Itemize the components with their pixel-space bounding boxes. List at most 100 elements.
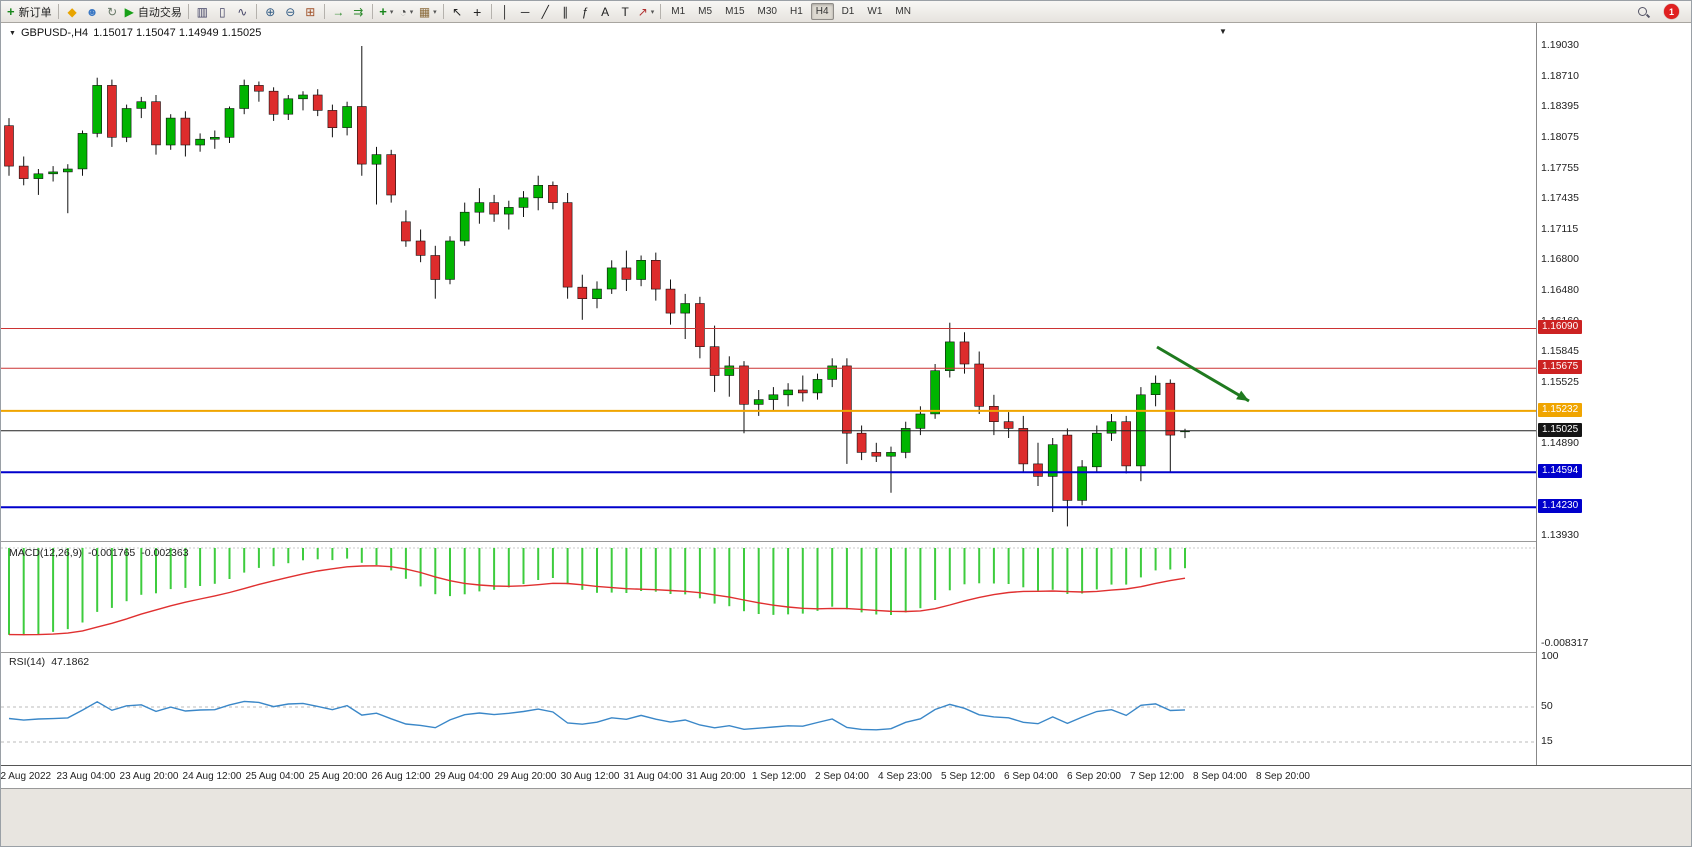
auto-scroll-button[interactable]: →: [329, 3, 348, 21]
timeframe-h1-button[interactable]: H1: [789, 6, 803, 17]
trend-arrow-head: [1236, 390, 1249, 401]
mql5-button[interactable]: ◆: [63, 3, 82, 21]
rsi-axis-label: 50: [1541, 700, 1553, 712]
time-axis[interactable]: 22 Aug 2022 23 Aug 04:00 23 Aug 20:00 24 Au…: [1, 765, 1691, 788]
candle-body: [650, 260, 661, 290]
rsi-header: RSI(14) 47.1862: [9, 656, 89, 668]
bar-chart-button[interactable]: ▥: [193, 3, 212, 21]
chevron-down-icon[interactable]: ▾: [409, 8, 414, 16]
zoom-in-icon: ⊕: [265, 4, 276, 19]
candle-body: [268, 90, 279, 115]
macd-signal-line: [8, 565, 1186, 636]
candle-body: [312, 94, 323, 111]
price-axis[interactable]: 1.19030 1.18710 1.18395 1.18075 1.17755 1.174…: [1536, 23, 1691, 765]
candle-body: [621, 267, 632, 280]
time-axis-label: 25 Aug 04:00: [245, 771, 305, 782]
macd-canvas[interactable]: [1, 542, 1536, 651]
refresh-button[interactable]: ↻: [103, 3, 122, 21]
zoom-out-button[interactable]: ⊖: [281, 3, 300, 21]
line-chart-button[interactable]: ∿: [233, 3, 252, 21]
rsi-canvas[interactable]: [1, 653, 1536, 765]
horizontal-line-button[interactable]: ─: [516, 3, 535, 21]
timeframe-m5-button[interactable]: M5: [698, 6, 713, 17]
trendline-icon: ╱: [541, 4, 549, 19]
candle-body: [797, 389, 808, 394]
arrows-button[interactable]: ↗ ▾: [636, 3, 657, 21]
chevron-down-icon[interactable]: ▾: [389, 8, 394, 16]
candle-body: [1047, 444, 1058, 477]
candle-body: [474, 202, 485, 213]
candle-body: [210, 137, 220, 140]
pane-splitter[interactable]: [1, 652, 1691, 653]
trend-arrow[interactable]: [1156, 345, 1250, 403]
timeframe-mn-button[interactable]: MN: [895, 6, 911, 17]
notification-badge[interactable]: 1: [1664, 4, 1679, 19]
candle-body: [356, 106, 367, 165]
label-button[interactable]: T: [616, 3, 635, 21]
price-axis-label: 1.13930: [1541, 529, 1579, 541]
timeframe-w1-button[interactable]: W1: [867, 6, 883, 17]
rsi-line: [8, 700, 1186, 731]
candle-body: [959, 341, 970, 365]
trendline-button[interactable]: ╱: [536, 3, 555, 21]
timeframe-d1-button[interactable]: D1: [841, 6, 855, 17]
autotrade-play-icon: ▶: [124, 4, 134, 19]
candle-body: [1165, 382, 1176, 436]
candle-body: [92, 85, 102, 134]
candle-body: [459, 211, 470, 242]
price-axis-label: 1.18710: [1541, 69, 1579, 82]
pane-splitter[interactable]: [1, 541, 1691, 542]
candle-body: [518, 197, 529, 208]
chart-position-marker-icon[interactable]: ▼: [1219, 27, 1227, 36]
candle-body: [430, 255, 441, 280]
collapse-triangle-icon[interactable]: ▼: [9, 29, 16, 37]
time-axis-label: 5 Sep 12:00: [941, 771, 995, 782]
candle-body: [636, 260, 646, 280]
autotrade-button[interactable]: ▶ 自动交易: [123, 3, 184, 21]
candle-body: [1150, 382, 1161, 396]
new-order-button[interactable]: + 新订单: [5, 3, 54, 21]
cursor-icon: ↖: [452, 4, 463, 19]
candle-body: [944, 341, 955, 371]
chart-title: ▼ GBPUSD-,H4 1.15017 1.15047 1.14949 1.1…: [9, 27, 261, 39]
arrow-object-icon: ↗: [637, 4, 648, 19]
candle-body: [783, 389, 793, 396]
indicators-button[interactable]: + ▾: [377, 3, 396, 21]
tile-windows-button[interactable]: ⊞: [301, 3, 320, 21]
chart-shift-button[interactable]: ⇉: [349, 3, 368, 21]
bar-chart-icon: ▥: [196, 4, 208, 19]
chevron-down-icon[interactable]: ▾: [433, 8, 437, 16]
search-icon: [1636, 5, 1650, 19]
ohlc-values: 1.15017 1.15047 1.14949 1.15025: [93, 27, 262, 39]
community-button[interactable]: ☻: [83, 3, 102, 21]
cursor-button[interactable]: ↖: [448, 3, 467, 21]
price-badge: 1.15675: [1538, 360, 1583, 375]
toolbar-items: + 新订单 ◆ ☻ ↻ ▶ 自动交易 ▥ ▯ ∿ ⊕ ⊖ ⊞ → ⇉ + ▾ ◔ ▾ ▦ ▾ ↖ + │ ─ ╱ ∥ ƒ A T ↗ ▾ M1 M…: [5, 3, 917, 21]
timeframe-h4-button[interactable]: H4: [810, 3, 834, 20]
candle-body: [371, 154, 382, 165]
candle-chart-button[interactable]: ▯: [213, 3, 232, 21]
timeframe-m30-button[interactable]: M30: [757, 6, 777, 17]
rsi-value: 47.1862: [51, 656, 90, 668]
chevron-down-icon[interactable]: ▾: [650, 8, 655, 16]
price-chart-canvas[interactable]: [1, 25, 1536, 541]
timeframe-m1-button[interactable]: M1: [671, 6, 686, 17]
text-button[interactable]: A: [596, 3, 615, 21]
templates-button[interactable]: ▦ ▾: [417, 3, 439, 21]
search-button[interactable]: [1633, 3, 1652, 21]
vertical-line-button[interactable]: │: [496, 3, 515, 21]
candle-body: [195, 138, 205, 146]
rsi-axis-label: 15: [1541, 735, 1553, 747]
crosshair-button[interactable]: +: [468, 3, 487, 21]
text-icon: A: [601, 4, 610, 19]
zoom-in-button[interactable]: ⊕: [261, 3, 280, 21]
price-axis-label: 1.17435: [1541, 192, 1579, 205]
channel-button[interactable]: ∥: [556, 3, 575, 21]
candle-body: [856, 432, 867, 453]
fibonacci-button[interactable]: ƒ: [576, 3, 595, 21]
autotrade-button-label: 自动交易: [137, 6, 182, 19]
timeframe-m15-button[interactable]: M15: [725, 6, 745, 17]
candle-body: [180, 117, 191, 146]
price-axis-label: 1.16480: [1541, 284, 1579, 296]
periods-button[interactable]: ◔ ▾: [397, 3, 416, 21]
